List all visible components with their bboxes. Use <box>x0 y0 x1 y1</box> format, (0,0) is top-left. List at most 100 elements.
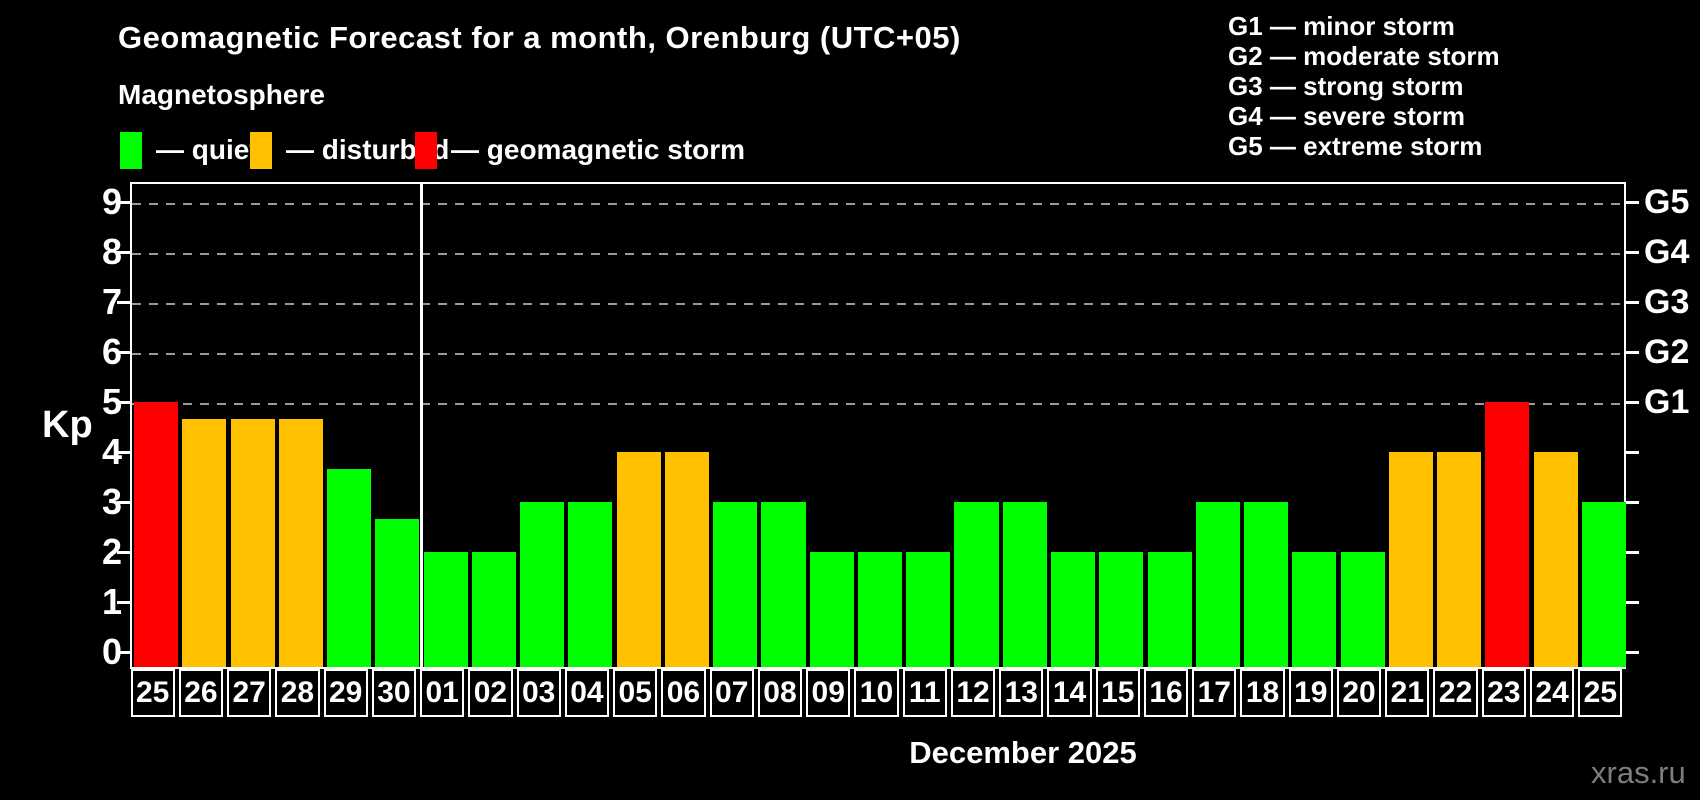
kp-bar-day-14 <box>1051 552 1096 667</box>
gridline-kp5 <box>132 403 1624 405</box>
date-cell-19: 19 <box>1288 669 1333 717</box>
gridline-kp7 <box>132 303 1624 305</box>
quiet-swatch-icon <box>120 131 142 169</box>
y-tick-left <box>117 600 130 604</box>
kp-bar-day-10 <box>857 552 903 667</box>
legend-label-storm: — geomagnetic storm <box>451 134 746 165</box>
kp-bar-day-18 <box>1244 502 1289 667</box>
storm-swatch-icon <box>415 131 437 169</box>
plot-area <box>130 182 1626 669</box>
y-tick-label-9: 9 <box>101 181 122 222</box>
date-cell-13: 13 <box>999 669 1044 717</box>
kp-bar-day-03 <box>520 502 565 667</box>
date-cell-12: 12 <box>950 669 996 717</box>
g-axis-label-G3: G3 <box>1644 283 1690 321</box>
kp-bar-day-21 <box>1388 452 1433 667</box>
y-tick-label-0: 0 <box>101 631 122 672</box>
month-label: December 2025 <box>909 735 1137 770</box>
g-legend-line: G5 — extreme storm <box>1228 131 1483 161</box>
y-tick-label-2: 2 <box>101 531 122 572</box>
date-cell-22: 22 <box>1433 669 1478 717</box>
y-tick-label-1: 1 <box>101 581 122 622</box>
kp-bar-day-20 <box>1340 552 1385 667</box>
kp-bar-day-15 <box>1099 552 1144 667</box>
date-cell-28: 28 <box>275 669 320 717</box>
page-title: Geomagnetic Forecast for a month, Orenbu… <box>118 20 961 55</box>
kp-bar-day-25 <box>1581 502 1626 667</box>
y-tick-right <box>1626 350 1639 354</box>
kp-bar-day-26 <box>182 418 227 667</box>
y-tick-left <box>117 250 130 254</box>
g-axis-label-G1: G1 <box>1644 383 1690 421</box>
g-scale-legend: G1 — minor storm G2 — moderate storm G3 … <box>1228 11 1500 161</box>
date-cell-09: 09 <box>806 669 851 717</box>
kp-bar-day-16 <box>1147 552 1192 667</box>
date-cell-10: 10 <box>854 669 899 717</box>
date-cell-02: 02 <box>468 669 513 717</box>
y-tick-left <box>117 300 130 304</box>
kp-bar-day-11 <box>906 552 951 667</box>
kp-bar-day-22 <box>1437 452 1482 667</box>
y-tick-left <box>117 650 130 654</box>
g-axis-label-G5: G5 <box>1644 183 1690 221</box>
g-legend-line: G3 — strong storm <box>1228 71 1464 101</box>
watermark: xras.ru <box>1591 755 1686 790</box>
kp-bar-day-30 <box>375 518 420 667</box>
date-cell-27: 27 <box>227 669 272 717</box>
kp-bar-day-19 <box>1292 552 1337 667</box>
date-cell-05: 05 <box>613 669 658 717</box>
gridline-kp9 <box>132 203 1624 205</box>
y-tick-right <box>1626 550 1639 554</box>
date-cell-06: 06 <box>661 669 706 717</box>
date-cell-24: 24 <box>1529 669 1575 717</box>
g-legend-line: G4 — severe storm <box>1228 101 1466 131</box>
date-cell-23: 23 <box>1481 669 1526 717</box>
date-cell-20: 20 <box>1336 669 1382 717</box>
date-cell-25: 25 <box>130 669 175 717</box>
date-cell-14: 14 <box>1047 669 1092 717</box>
chart-subtitle: Magnetosphere <box>118 79 325 110</box>
kp-bar-day-09 <box>809 552 854 667</box>
date-cell-29: 29 <box>323 669 368 717</box>
date-cell-25: 25 <box>1578 669 1623 717</box>
g-axis-label-G4: G4 <box>1644 233 1690 271</box>
kp-bar-day-29 <box>327 468 372 667</box>
date-cell-15: 15 <box>1095 669 1140 717</box>
date-cell-04: 04 <box>564 669 610 717</box>
kp-bar-day-25 <box>134 402 179 667</box>
y-tick-right <box>1626 450 1639 454</box>
date-cell-11: 11 <box>902 669 947 717</box>
date-cell-30: 30 <box>371 669 417 717</box>
kp-bar-day-08 <box>761 502 806 667</box>
y-tick-left <box>117 400 130 404</box>
kp-bar-day-28 <box>278 418 323 667</box>
y-tick-label-3: 3 <box>101 481 122 522</box>
y-tick-label-4: 4 <box>101 431 122 472</box>
date-cell-18: 18 <box>1240 669 1285 717</box>
kp-bar-day-06 <box>664 452 709 667</box>
y-tick-label-7: 7 <box>101 281 122 322</box>
y-tick-right <box>1626 300 1639 304</box>
g-legend-line: G2 — moderate storm <box>1228 41 1500 71</box>
kp-bar-day-27 <box>230 418 275 667</box>
y-tick-right <box>1626 500 1639 504</box>
date-cell-26: 26 <box>178 669 223 717</box>
date-cell-08: 08 <box>757 669 803 717</box>
y-tick-label-5: 5 <box>101 381 122 422</box>
gridline-kp6 <box>132 353 1624 355</box>
legend-label-quiet: — quiet <box>156 134 259 165</box>
y-tick-left <box>117 450 130 454</box>
y-tick-left <box>117 200 130 204</box>
y-tick-right <box>1626 250 1639 254</box>
kp-bar-day-17 <box>1195 502 1240 667</box>
gridline-kp8 <box>132 253 1624 255</box>
date-cell-16: 16 <box>1143 669 1189 717</box>
y-tick-right <box>1626 400 1639 404</box>
y-tick-label-6: 6 <box>101 331 122 372</box>
date-cell-21: 21 <box>1385 669 1430 717</box>
kp-bar-day-23 <box>1485 402 1530 667</box>
g-legend-line: G1 — minor storm <box>1228 11 1455 41</box>
date-cell-01: 01 <box>420 669 465 717</box>
y-tick-left <box>117 350 130 354</box>
disturbed-swatch-icon <box>250 131 272 169</box>
